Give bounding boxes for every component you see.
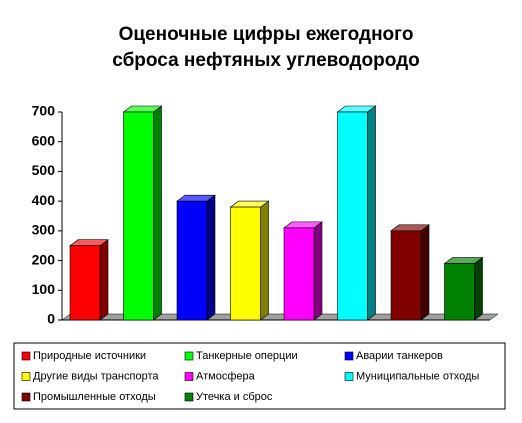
bar-face — [99, 239, 109, 321]
bar-face — [260, 200, 269, 321]
y-tick-label: 0 — [47, 311, 55, 327]
legend-swatch — [184, 351, 194, 361]
legend — [13, 342, 506, 410]
y-tick-label: 700 — [32, 103, 56, 119]
bar — [176, 194, 216, 321]
bar — [390, 224, 430, 321]
bar — [122, 105, 163, 321]
y-tick-label: 400 — [32, 192, 56, 208]
legend-swatch — [21, 372, 31, 381]
bar-face — [390, 230, 422, 321]
y-tick-label: 200 — [32, 251, 56, 267]
chart-title: Оценочные цифры ежегодного — [119, 24, 414, 45]
bar-face — [283, 227, 315, 321]
y-tick-label: 500 — [32, 162, 56, 178]
legend-label: Аварии танкеров — [356, 350, 443, 362]
bar — [443, 256, 484, 321]
legend-label: Муниципальные отходы — [356, 370, 479, 382]
legend-label: Танкерные оперции — [196, 350, 298, 362]
bar-face — [313, 221, 323, 321]
legend-label: Природные источники — [33, 350, 146, 362]
bar-face — [123, 111, 154, 321]
bar-face — [420, 224, 430, 321]
chart-title: сброса нефтяных углеводородо — [112, 50, 420, 71]
legend-swatch — [344, 351, 354, 361]
bar — [229, 200, 270, 321]
legend-label: Другие виды транспорта — [33, 370, 159, 382]
bar-face — [176, 200, 208, 321]
bar-face — [69, 245, 101, 321]
bar-face — [206, 194, 216, 321]
y-tick-label: 100 — [32, 281, 56, 297]
bar-face — [153, 105, 162, 321]
legend-label: Промышленные отходы — [33, 391, 156, 403]
bar-face — [230, 206, 261, 321]
legend-swatch — [21, 351, 31, 361]
legend-swatch — [184, 392, 194, 402]
bar-face — [337, 111, 368, 321]
bar-face — [444, 263, 475, 321]
bar — [283, 221, 323, 321]
y-tick-label: 600 — [32, 132, 56, 148]
legend-swatch — [344, 372, 354, 381]
bar-face — [367, 105, 376, 321]
legend-swatch — [184, 372, 194, 381]
bar — [336, 105, 377, 321]
legend-label: Атмосфера — [196, 370, 256, 382]
legend-swatch — [21, 392, 31, 402]
legend-label: Утечка и сброс — [196, 391, 273, 403]
bar — [69, 239, 109, 321]
y-tick-label: 300 — [32, 222, 56, 238]
bar-face — [474, 256, 483, 321]
